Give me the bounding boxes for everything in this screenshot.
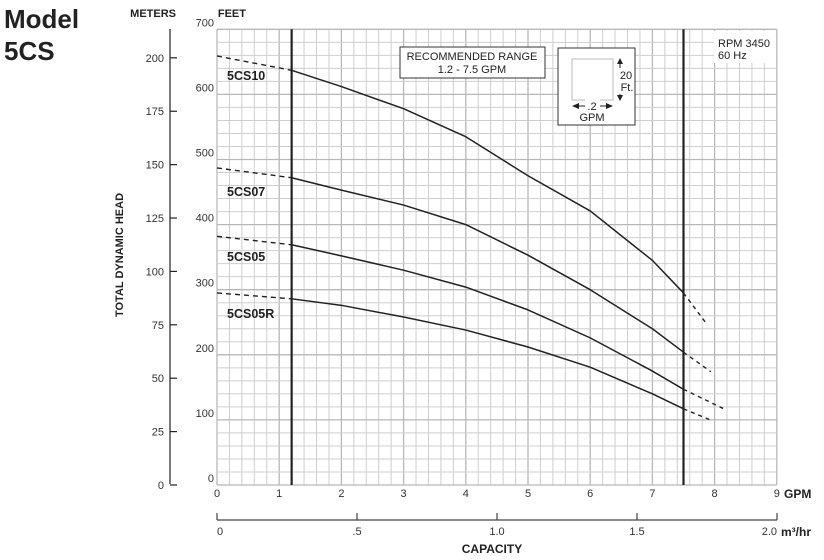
curve-dashed-low-5cs05r — [216, 292, 292, 300]
meters-tick-label: 125 — [146, 213, 164, 225]
curve-dashed-low-5cs10 — [216, 55, 292, 72]
meters-tick-label: 75 — [152, 320, 164, 332]
curve-5cs05 — [291, 244, 684, 390]
height-label-bg — [615, 68, 626, 94]
scale-height-value: 20 — [620, 70, 632, 82]
feet-tick-label: 100 — [196, 408, 214, 420]
curve-dashed-high-5cs10 — [682, 292, 707, 324]
gpm-tick-label: 0 — [214, 488, 220, 500]
feet-tick-label: 0 — [208, 473, 214, 485]
recommended-range-box — [399, 46, 546, 79]
gpm-tick-label: 2 — [338, 488, 344, 500]
m3hr-tick-label: 0 — [217, 526, 223, 538]
frequency-label: 60 Hz — [718, 50, 747, 62]
recommended-range-label: RECOMMENDED RANGE — [407, 51, 538, 63]
meters-tick-label: 175 — [146, 106, 164, 118]
rpm-label: RPM 3450 — [718, 38, 770, 50]
curve-label-5cs05: 5CS05 — [227, 250, 265, 264]
feet-axis-unit: FEET — [218, 8, 246, 20]
scale-legend-square — [571, 58, 614, 101]
feet-tick-label: 600 — [196, 82, 214, 94]
m3hr-axis-unit: m³/hr — [781, 525, 811, 539]
meters-tick-label: 25 — [152, 427, 164, 439]
m3hr-tick-label: 2.0 — [762, 526, 777, 538]
gpm-tick-label: 5 — [525, 488, 531, 500]
curve-label-5cs10: 5CS10 — [227, 69, 265, 83]
scale-height-unit: Ft. — [621, 82, 634, 94]
gpm-axis-unit: GPM — [784, 487, 811, 501]
curve-dashed-low-5cs07 — [216, 167, 292, 179]
gpm-tick-label: 3 — [401, 488, 407, 500]
gpm-tick-label: 9 — [774, 488, 780, 500]
rpm-annotation-bg — [714, 31, 776, 63]
scale-width-unit: GPM — [579, 112, 604, 124]
gpm-tick-label: 8 — [712, 488, 718, 500]
m3hr-tick-label: 1.0 — [489, 526, 504, 538]
curve-5cs07 — [291, 177, 684, 353]
gpm-tick-label: 1 — [276, 488, 282, 500]
m3hr-tick-label: 1.5 — [629, 526, 644, 538]
scale-width-value: .2 — [587, 101, 596, 113]
curve-label-5cs05r: 5CS05R — [227, 307, 274, 321]
curve-5cs05r — [291, 298, 684, 410]
meters-axis-unit: METERS — [130, 8, 176, 20]
feet-tick-label: 300 — [196, 278, 214, 290]
m3hr-tick-label: .5 — [352, 526, 361, 538]
chart-title-model: Model — [4, 4, 80, 34]
meters-tick-label: 100 — [146, 266, 164, 278]
y-axis-title: TOTAL DYNAMIC HEAD — [114, 193, 126, 317]
chart-title-series: 5CS — [4, 36, 55, 66]
width-label-bg — [585, 99, 600, 111]
feet-tick-label: 500 — [196, 148, 214, 160]
curve-label-5cs07: 5CS07 — [227, 185, 265, 199]
gpm-tick-label: 4 — [463, 488, 469, 500]
curve-5cs10 — [291, 69, 685, 294]
feet-tick-label: 200 — [196, 343, 214, 355]
meters-tick-label: 0 — [158, 480, 164, 492]
meters-tick-label: 50 — [152, 373, 164, 385]
gpm-tick-label: 6 — [587, 488, 593, 500]
x-axis-title: CAPACITY — [462, 542, 522, 556]
gpm-tick-label: 7 — [649, 488, 655, 500]
feet-tick-label: 400 — [196, 213, 214, 225]
feet-tick-label: 700 — [196, 17, 214, 29]
curve-dashed-high-5cs05r — [683, 408, 711, 421]
curve-dashed-low-5cs05 — [216, 235, 292, 246]
meters-tick-label: 150 — [146, 160, 164, 172]
meters-tick-label: 200 — [146, 53, 164, 65]
curve-dashed-high-5cs07 — [683, 351, 712, 373]
recommended-range-value: 1.2 - 7.5 GPM — [438, 64, 506, 76]
